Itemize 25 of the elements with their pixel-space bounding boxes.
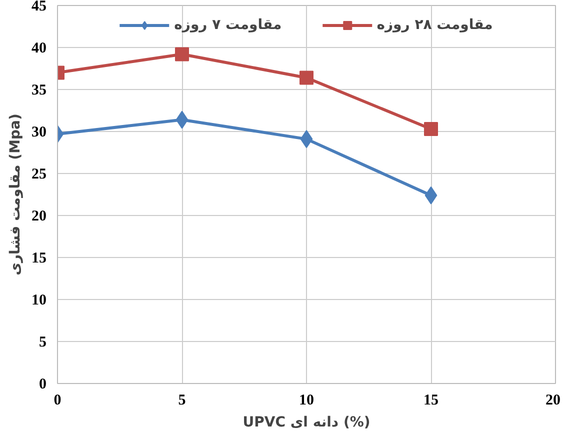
y-tick-label: 5	[39, 334, 46, 350]
x-tick-label: 20	[546, 392, 560, 408]
y-tick-label: 40	[32, 40, 46, 56]
point	[300, 70, 314, 85]
legend-label: مقاومت ۲۸ روزه	[376, 17, 493, 33]
y-tick-label: 15	[32, 250, 46, 266]
point	[300, 130, 313, 148]
x-tick-label: 0	[54, 392, 62, 408]
y-tick-label: 35	[32, 82, 46, 98]
y-tick-label: 25	[32, 166, 46, 182]
x-tick-label: 5	[178, 392, 186, 408]
point	[175, 47, 189, 62]
y-tick-label: 20	[32, 208, 46, 224]
point	[176, 110, 188, 129]
x-tick-label: 10	[299, 392, 314, 408]
y-axis-title: مقاومت فشاری (Mpa)	[8, 114, 24, 276]
point	[424, 122, 438, 136]
y-tick-label: 0	[39, 376, 46, 392]
legend-label: مقاومت ۷ روزه	[174, 17, 282, 33]
y-tick-label: 45	[32, 0, 46, 14]
y-tick-label: 30	[32, 124, 46, 140]
x-axis-title: UPVC دانه ای (%)	[242, 414, 370, 430]
x-tick-label: 15	[424, 392, 438, 408]
point	[424, 186, 438, 204]
y-tick-label: 10	[32, 292, 46, 308]
